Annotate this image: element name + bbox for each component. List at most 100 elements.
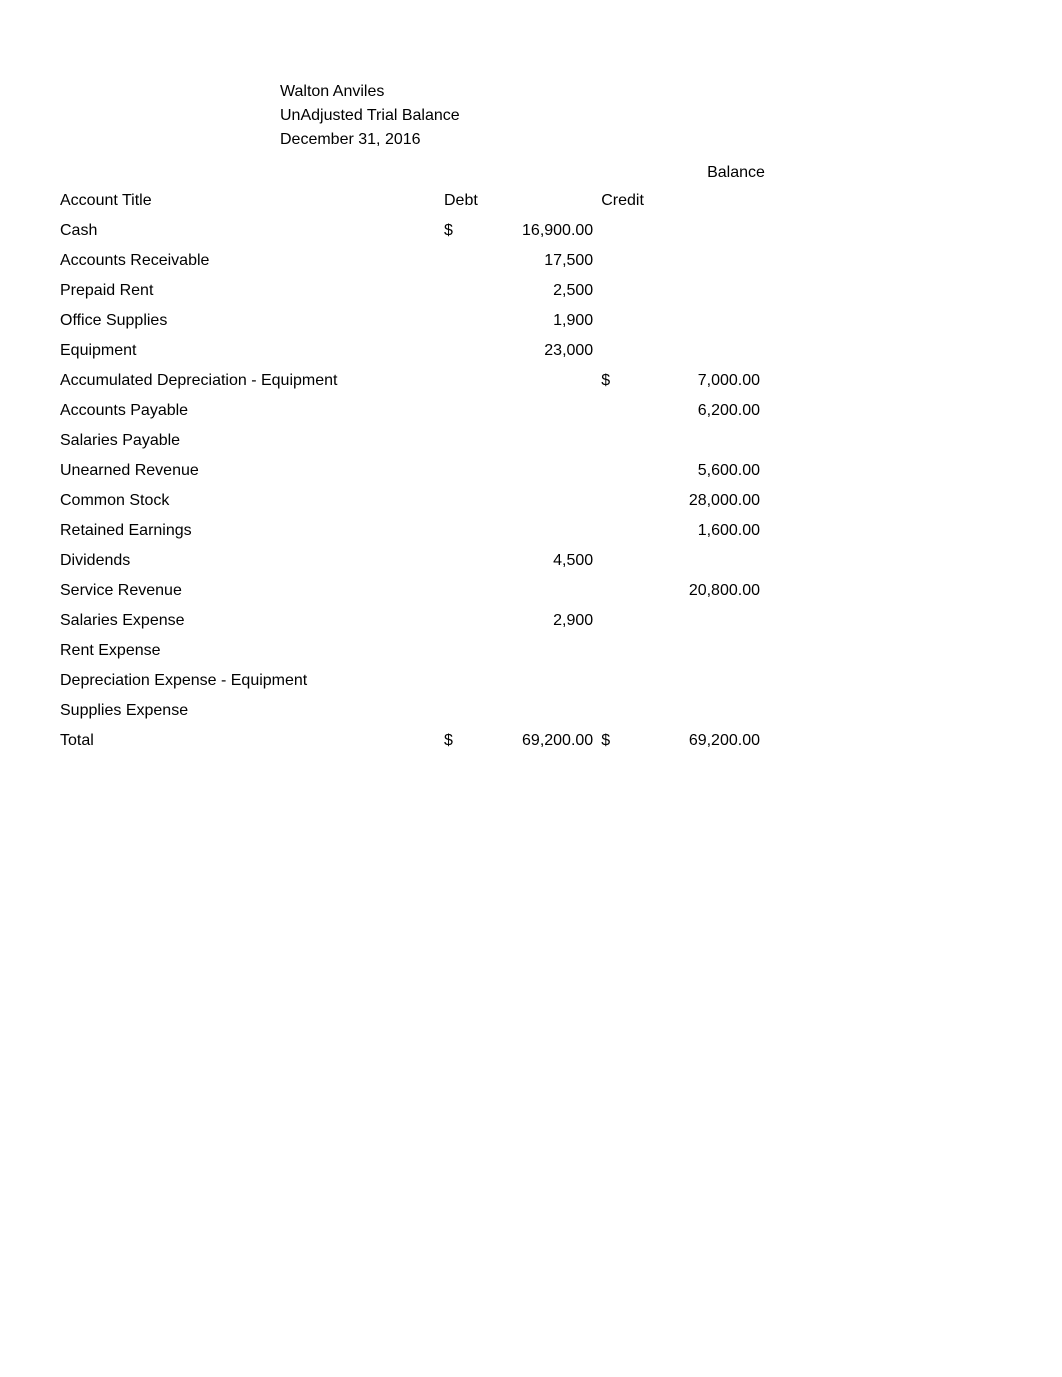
debt-value: [479, 486, 593, 516]
table-row: Prepaid Rent 2,500: [60, 276, 760, 306]
table-row: Cash $ 16,900.00: [60, 216, 760, 246]
credit-symbol: [593, 696, 646, 726]
credit-value: 6,200.00: [646, 396, 760, 426]
credit-value: 1,600.00: [646, 516, 760, 546]
credit-value: 20,800.00: [646, 576, 760, 606]
table-row: Unearned Revenue 5,600.00: [60, 456, 760, 486]
credit-value: [646, 696, 760, 726]
credit-symbol: [593, 276, 646, 306]
debt-value: 16,900.00: [479, 216, 593, 246]
credit-value: [646, 546, 760, 576]
col-header-debt: Debt: [444, 186, 479, 216]
debt-value: [479, 516, 593, 546]
credit-value: [646, 606, 760, 636]
table-row: Equipment 23,000: [60, 336, 760, 366]
debt-symbol: [444, 336, 479, 366]
credit-symbol: $: [593, 366, 646, 396]
credit-symbol: [593, 396, 646, 426]
credit-value: 5,600.00: [646, 456, 760, 486]
table-row: Supplies Expense: [60, 696, 760, 726]
account-title: Cash: [60, 216, 444, 246]
credit-symbol: [593, 486, 646, 516]
table-row: Common Stock 28,000.00: [60, 486, 760, 516]
account-title: Accumulated Depreciation - Equipment: [60, 366, 444, 396]
account-title: Salaries Payable: [60, 426, 444, 456]
credit-symbol: [593, 246, 646, 276]
account-title: Prepaid Rent: [60, 276, 444, 306]
credit-value: 28,000.00: [646, 486, 760, 516]
table-row: Depreciation Expense - Equipment: [60, 666, 760, 696]
debt-value: [479, 426, 593, 456]
table-row: Accounts Payable 6,200.00: [60, 396, 760, 426]
credit-symbol: [593, 606, 646, 636]
table-row: Service Revenue 20,800.00: [60, 576, 760, 606]
debt-symbol: [444, 606, 479, 636]
account-title: Office Supplies: [60, 306, 444, 336]
account-title: Dividends: [60, 546, 444, 576]
col-header-title: Account Title: [60, 186, 444, 216]
credit-symbol: [593, 216, 646, 246]
debt-value: [479, 576, 593, 606]
debt-symbol: [444, 576, 479, 606]
table-header-row: Account Title Debt Credit: [60, 186, 760, 216]
credit-value: 7,000.00: [646, 366, 760, 396]
debt-value: 23,000: [479, 336, 593, 366]
total-credit-symbol: $: [593, 726, 646, 756]
debt-symbol: [444, 426, 479, 456]
credit-value: [646, 246, 760, 276]
table-row: Rent Expense: [60, 636, 760, 666]
debt-value: 4,500: [479, 546, 593, 576]
account-title: Accounts Payable: [60, 396, 444, 426]
account-title: Common Stock: [60, 486, 444, 516]
debt-symbol: [444, 306, 479, 336]
debt-symbol: [444, 366, 479, 396]
trial-balance-table: Account Title Debt Credit Cash $ 16,900.…: [60, 186, 760, 756]
report-date: December 31, 2016: [280, 128, 1002, 152]
credit-value: [646, 426, 760, 456]
total-row: Total $ 69,200.00 $ 69,200.00: [60, 726, 760, 756]
debt-symbol: [444, 666, 479, 696]
credit-symbol: [593, 666, 646, 696]
credit-symbol: [593, 546, 646, 576]
debt-value: [479, 366, 593, 396]
debt-value: 17,500: [479, 246, 593, 276]
credit-symbol: [593, 456, 646, 486]
total-debt-value: 69,200.00: [479, 726, 593, 756]
account-title: Depreciation Expense - Equipment: [60, 666, 444, 696]
col-header-debt-spacer: [479, 186, 593, 216]
debt-value: [479, 696, 593, 726]
table-row: Accumulated Depreciation - Equipment $ 7…: [60, 366, 760, 396]
credit-symbol: [593, 426, 646, 456]
debt-symbol: [444, 546, 479, 576]
table-row: Dividends 4,500: [60, 546, 760, 576]
account-title: Accounts Receivable: [60, 246, 444, 276]
account-title: Equipment: [60, 336, 444, 366]
debt-symbol: [444, 276, 479, 306]
credit-symbol: [593, 516, 646, 546]
table-row: Salaries Payable: [60, 426, 760, 456]
account-title: Service Revenue: [60, 576, 444, 606]
credit-symbol: [593, 306, 646, 336]
debt-symbol: [444, 636, 479, 666]
debt-symbol: [444, 516, 479, 546]
company-name: Walton Anviles: [280, 80, 1002, 104]
table-row: Retained Earnings 1,600.00: [60, 516, 760, 546]
table-row: Office Supplies 1,900: [60, 306, 760, 336]
credit-value: [646, 216, 760, 246]
credit-symbol: [593, 636, 646, 666]
total-title: Total: [60, 726, 444, 756]
debt-value: 1,900: [479, 306, 593, 336]
total-debt-symbol: $: [444, 726, 479, 756]
report-header: Walton Anviles UnAdjusted Trial Balance …: [280, 80, 1002, 152]
report-title: UnAdjusted Trial Balance: [280, 104, 1002, 128]
debt-value: 2,500: [479, 276, 593, 306]
credit-value: [646, 636, 760, 666]
credit-value: [646, 336, 760, 366]
debt-symbol: [444, 396, 479, 426]
total-credit-value: 69,200.00: [646, 726, 760, 756]
credit-value: [646, 666, 760, 696]
credit-value: [646, 306, 760, 336]
debt-symbol: [444, 696, 479, 726]
account-title: Unearned Revenue: [60, 456, 444, 486]
debt-value: [479, 396, 593, 426]
